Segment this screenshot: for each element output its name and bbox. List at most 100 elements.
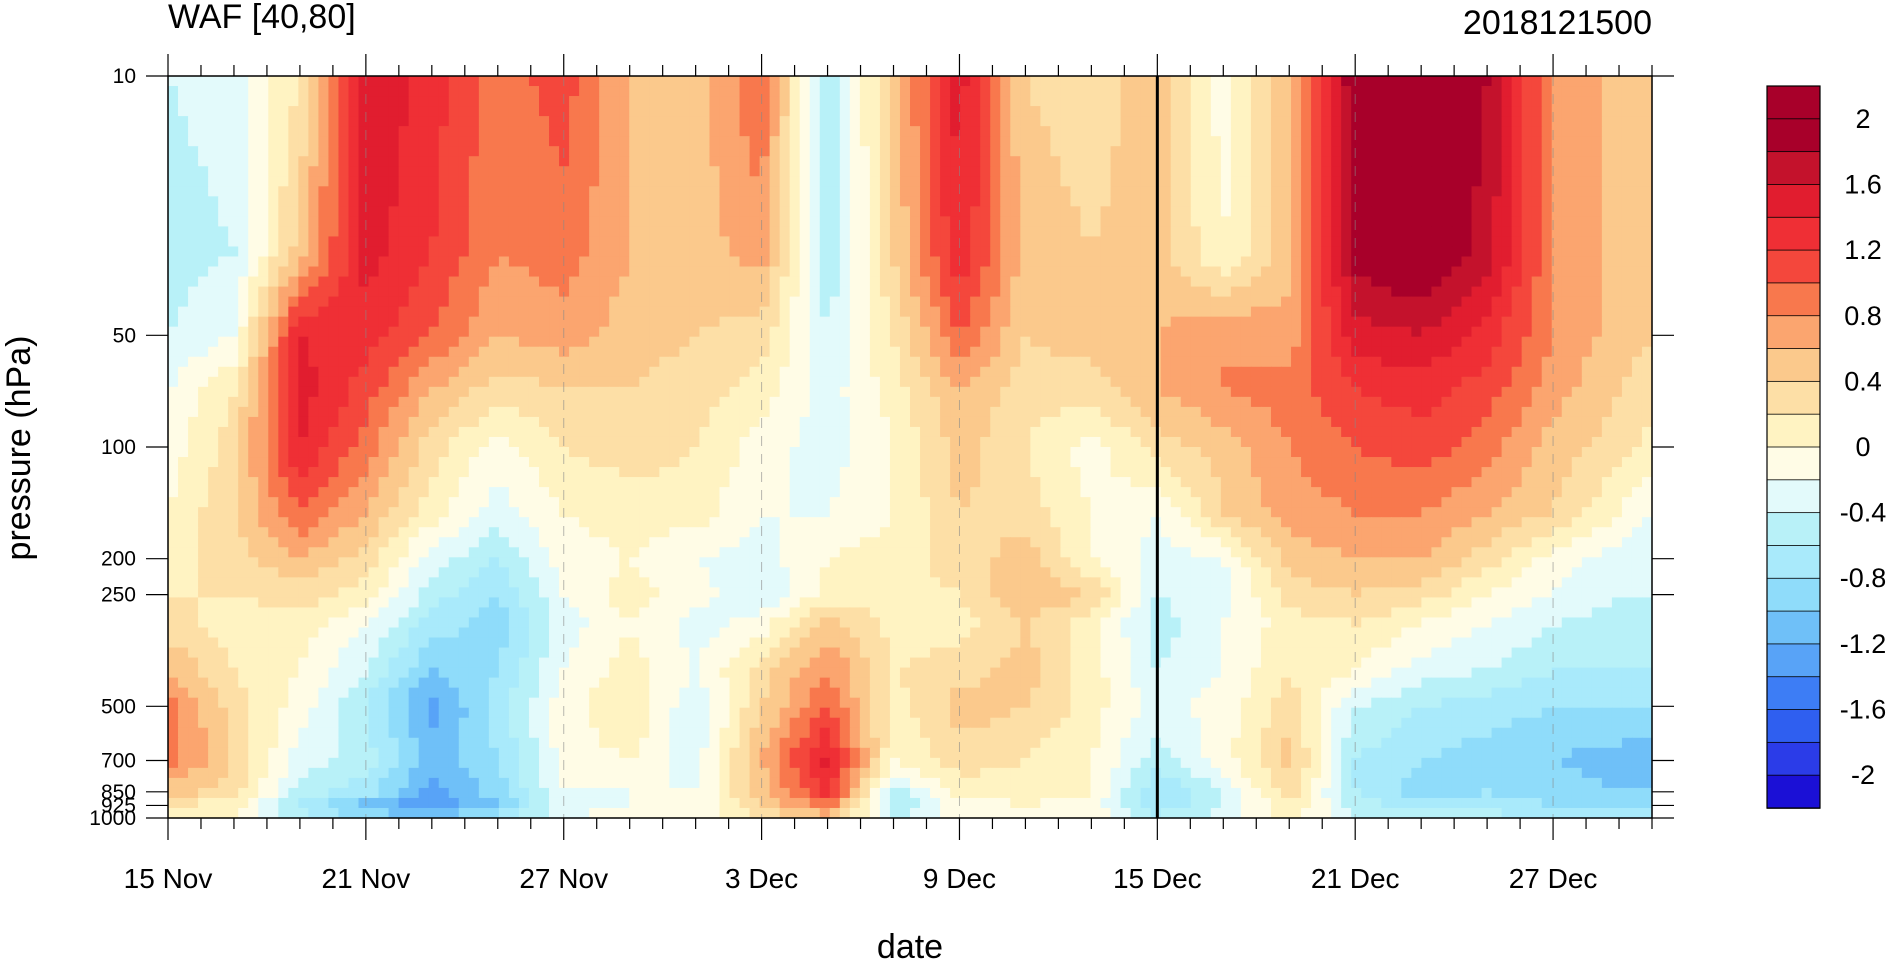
field-cell [458,236,470,248]
field-cell [418,396,430,408]
field-cell [358,106,370,117]
field-cell [599,256,610,268]
field-cell [258,156,269,167]
field-cell [980,216,991,228]
field-cell [619,116,630,127]
field-cell [629,126,640,137]
field-cell [659,106,670,117]
field-cell [1230,376,1242,388]
field-cell [1411,76,1422,87]
field-cell [348,406,360,418]
field-cell [1591,226,1603,238]
field-cell [769,136,781,147]
field-cell [438,156,450,167]
field-cell [879,276,891,288]
field-cell [508,176,520,187]
field-cell [1130,186,1142,197]
field-cell [629,106,640,117]
field-cell [1391,386,1402,398]
field-cell [699,346,711,358]
field-cell [889,186,901,197]
field-cell [528,116,540,127]
field-cell [1220,216,1232,228]
field-cell [1080,346,1092,358]
field-cell [1551,86,1563,97]
field-cell [1030,296,1041,308]
field-cell [248,326,259,338]
field-cell [960,206,971,217]
field-cell [1431,336,1443,348]
field-cell [1521,366,1533,378]
field-cell [1250,376,1262,388]
field-cell [1581,86,1593,97]
field-cell [1421,306,1433,318]
field-cell [1000,206,1011,217]
field-cell [559,246,570,258]
field-cell [208,156,219,167]
field-cell [1080,156,1092,167]
field-cell [910,146,921,157]
field-cell [1521,116,1533,127]
field-cell [1250,326,1262,338]
field-cell [1361,206,1372,217]
field-cell [1601,196,1613,207]
field-cell [920,106,931,117]
field-cell [1140,216,1152,228]
field-cell [1471,146,1483,157]
field-cell [178,166,189,177]
field-cell [1130,346,1142,358]
field-cell [228,166,239,177]
field-cell [769,276,781,288]
field-cell [508,256,520,268]
field-cell [859,276,871,288]
field-cell [428,186,440,197]
field-cell [318,186,330,197]
field-cell [418,226,430,238]
field-cell [1180,116,1192,127]
field-cell [1431,176,1443,187]
field-cell [1040,166,1051,177]
field-cell [518,386,530,398]
field-cell [1611,256,1623,268]
field-cell [1200,106,1212,117]
field-cell [1571,266,1583,278]
field-cell [559,86,570,97]
field-cell [1250,186,1262,197]
field-cell [1010,386,1021,398]
field-cell [819,236,831,248]
field-cell [528,306,540,318]
field-cell [930,256,941,268]
field-cell [1461,116,1473,127]
field-cell [238,146,249,157]
field-cell [749,246,761,258]
field-cell [178,346,189,358]
field-cell [378,96,390,107]
field-cell [1331,276,1342,288]
field-cell [1501,316,1513,328]
field-cell [258,266,269,278]
field-cell [589,96,600,107]
field-cell [338,296,350,308]
field-cell [749,406,761,418]
field-cell [1020,376,1031,388]
field-cell [1180,396,1192,408]
field-cell [1220,276,1232,288]
field-cell [789,296,801,308]
field-cell [1200,226,1212,238]
field-cell [950,276,961,288]
field-cell [579,236,590,248]
field-cell [1020,136,1031,147]
field-cell [1220,376,1232,388]
field-cell [1321,166,1332,177]
field-cell [338,96,350,107]
field-cell [228,366,239,378]
field-cell [970,266,981,278]
field-cell [579,366,590,378]
field-cell [649,166,660,177]
field-cell [388,376,400,388]
field-cell [198,306,209,318]
field-cell [569,366,580,378]
field-cell [1531,336,1543,348]
field-cell [1080,206,1092,217]
field-cell [428,76,440,87]
